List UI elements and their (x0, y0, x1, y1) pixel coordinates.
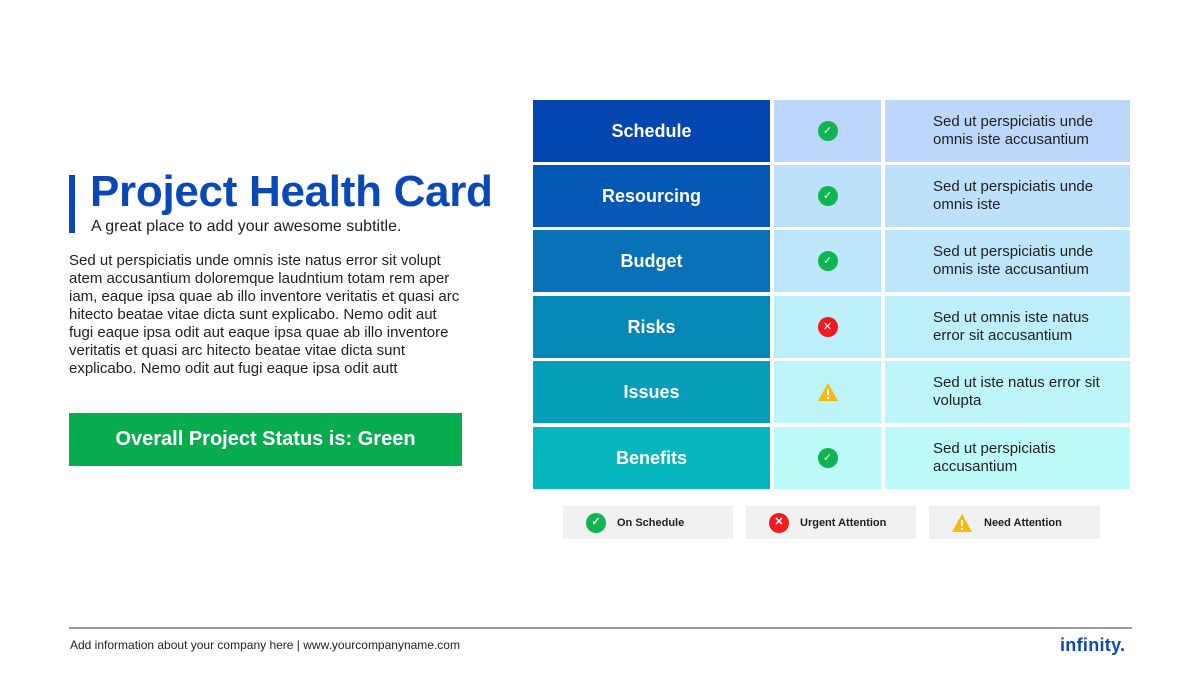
check-circle-icon: ✓ (586, 512, 606, 533)
health-row-resourcing: Resourcing ✓ Sed ut perspiciatis unde om… (533, 165, 1130, 227)
category-cell: Risks (533, 296, 770, 358)
check-circle-icon: ✓ (817, 251, 838, 271)
x-circle-icon: ✕ (769, 512, 789, 533)
status-cell: ✕ (774, 296, 881, 358)
category-cell: Budget (533, 230, 770, 292)
overall-status-label: Overall Project Status is: Green (115, 428, 416, 450)
check-circle-icon: ✓ (817, 448, 838, 468)
page-subtitle: A great place to add your awesome subtit… (91, 218, 402, 235)
description-cell: Sed ut perspiciatis unde omnis iste (885, 165, 1130, 227)
description-cell: Sed ut perspiciatis unde omnis iste accu… (885, 230, 1130, 292)
overall-status-banner: Overall Project Status is: Green (69, 413, 462, 466)
legend-on-schedule: ✓ On Schedule (563, 506, 733, 539)
description-text: Sed ut iste natus error sit volupta (933, 374, 1100, 409)
status-cell: ✓ (774, 100, 881, 162)
category-label: Budget (620, 250, 683, 271)
health-row-budget: Budget ✓ Sed ut perspiciatis unde omnis … (533, 230, 1130, 292)
health-row-schedule: Schedule ✓ Sed ut perspiciatis unde omni… (533, 100, 1130, 162)
title-accent-bar (69, 175, 75, 233)
description-cell: Sed ut perspiciatis accusantium (885, 427, 1130, 489)
warning-triangle-icon (817, 383, 838, 401)
legend-urgent-attention: ✕ Urgent Attention (746, 506, 916, 539)
warning-triangle-icon (952, 513, 972, 532)
company-logo: infinity. (1060, 635, 1126, 655)
footer-info: Add information about your company here … (70, 638, 460, 652)
description-text: Sed ut perspiciatis accusantium (933, 440, 1056, 475)
description-text: Sed ut omnis iste natus error sit accusa… (933, 309, 1089, 344)
legend-label: Urgent Attention (800, 516, 887, 529)
footer-divider (69, 627, 1132, 629)
description-cell: Sed ut perspiciatis unde omnis iste accu… (885, 100, 1130, 162)
page-title: Project Health Card (90, 167, 493, 216)
body-paragraph: Sed ut perspiciatis unde omnis iste natu… (69, 252, 460, 377)
category-cell: Issues (533, 361, 770, 423)
health-row-benefits: Benefits ✓ Sed ut perspiciatis accusanti… (533, 427, 1130, 489)
check-circle-icon: ✓ (817, 121, 838, 141)
legend-need-attention: Need Attention (929, 506, 1100, 539)
status-cell: ✓ (774, 230, 881, 292)
category-cell: Schedule (533, 100, 770, 162)
description-text: Sed ut perspiciatis unde omnis iste accu… (933, 113, 1094, 148)
status-cell: ✓ (774, 165, 881, 227)
health-row-issues: Issues Sed ut iste natus error sit volup… (533, 361, 1130, 423)
legend-label: On Schedule (617, 516, 685, 529)
category-label: Benefits (615, 447, 687, 468)
legend-label: Need Attention (984, 516, 1062, 529)
category-label: Issues (623, 381, 680, 402)
status-cell (774, 361, 881, 423)
description-cell: Sed ut iste natus error sit volupta (885, 361, 1130, 423)
category-cell: Resourcing (533, 165, 770, 227)
category-cell: Benefits (533, 427, 770, 489)
check-circle-icon: ✓ (817, 186, 838, 206)
x-circle-icon: ✕ (817, 317, 838, 337)
description-text: Sed ut perspiciatis unde omnis iste (933, 178, 1094, 213)
category-label: Schedule (611, 120, 692, 141)
status-cell: ✓ (774, 427, 881, 489)
category-label: Resourcing (601, 185, 702, 206)
description-text: Sed ut perspiciatis unde omnis iste accu… (933, 243, 1094, 278)
health-row-risks: Risks ✕ Sed ut omnis iste natus error si… (533, 296, 1130, 358)
description-cell: Sed ut omnis iste natus error sit accusa… (885, 296, 1130, 358)
category-label: Risks (627, 316, 676, 337)
